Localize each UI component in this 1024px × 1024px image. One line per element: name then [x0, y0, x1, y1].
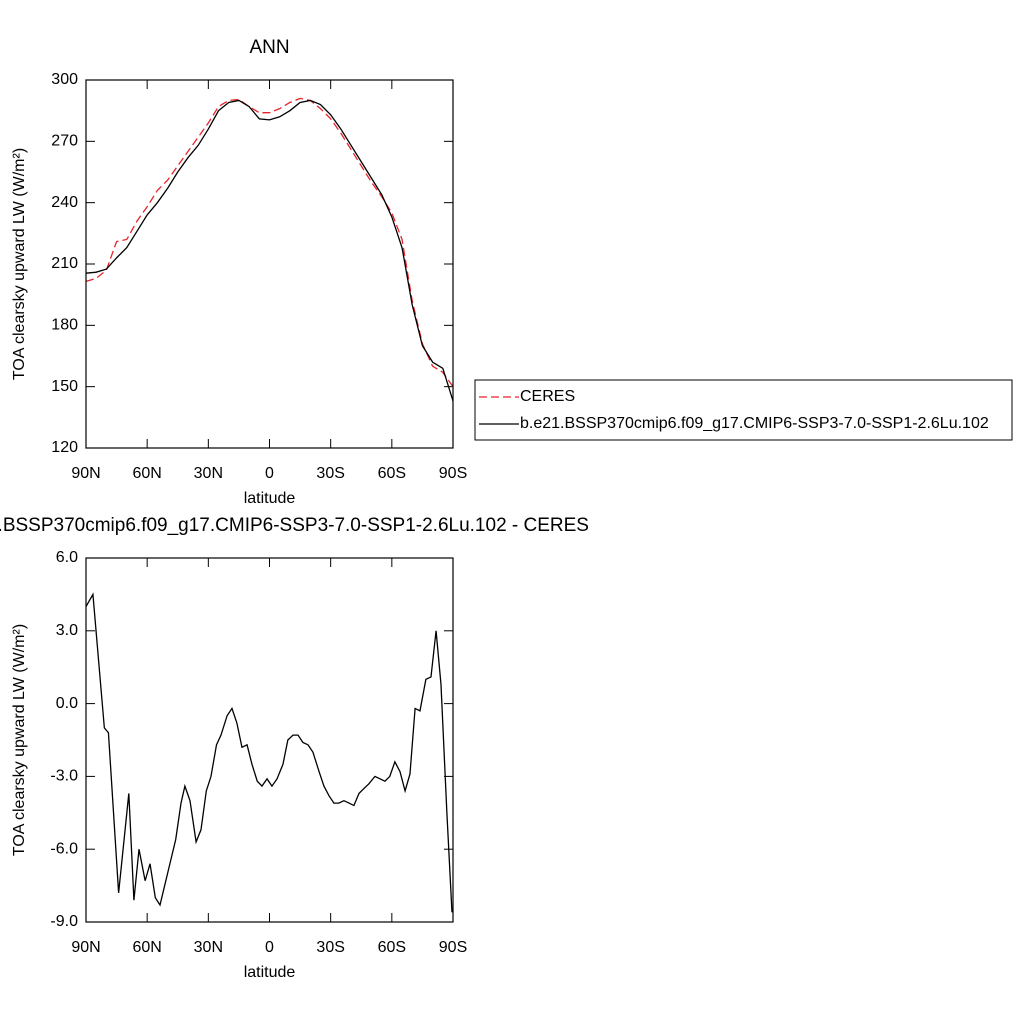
x-tick-label: 30S	[316, 465, 344, 482]
x-tick-label: 60S	[378, 465, 406, 482]
x-tick-label: 60N	[132, 939, 161, 956]
legend: CERES b.e21.BSSP370cmip6.f09_g17.CMIP6-SS…	[474, 379, 1013, 441]
y-tick-label: 240	[51, 194, 78, 211]
legend-label: CERES	[520, 388, 575, 405]
x-tick-label: 90N	[71, 939, 100, 956]
y-axis-label: TOA clearsky upward LW (W/m²)	[11, 148, 28, 380]
y-axis-label: TOA clearsky upward LW (W/m²)	[11, 624, 28, 856]
y-tick-label: 300	[51, 71, 78, 88]
x-tick-label: 60N	[132, 465, 161, 482]
x-tick-label: 30S	[316, 939, 344, 956]
y-tick-label: 120	[51, 439, 78, 456]
y-tick-label: -3.0	[50, 768, 78, 785]
x-tick-label: 90S	[439, 465, 467, 482]
plot-frame	[85, 79, 454, 449]
x-tick-label: 60S	[378, 939, 406, 956]
x-tick-label: 90S	[439, 939, 467, 956]
y-tick-label: 210	[51, 255, 78, 272]
panel-title: b.e21.BSSP370cmip6.f09_g17.CMIP6-SSP3-7.…	[0, 515, 589, 536]
series-line	[85, 592, 453, 913]
panel: b.e21.BSSP370cmip6.f09_g17.CMIP6-SSP3-7.…	[0, 515, 589, 981]
y-tick-label: 3.0	[56, 622, 78, 639]
x-axis-label: latitude	[244, 964, 296, 981]
panel-title: ANN	[249, 37, 289, 58]
y-tick-label: 150	[51, 378, 78, 395]
x-tick-label: 0	[265, 939, 274, 956]
legend-label: b.e21.BSSP370cmip6.f09_g17.CMIP6-SSP3-7.…	[520, 415, 989, 432]
y-tick-label: 6.0	[56, 549, 78, 566]
x-tick-label: 30N	[194, 939, 223, 956]
y-tick-label: 0.0	[56, 695, 78, 712]
plot-frame	[85, 557, 454, 923]
y-tick-label: 270	[51, 133, 78, 150]
x-tick-label: 0	[265, 465, 274, 482]
y-tick-label: 180	[51, 317, 78, 334]
panel: ANN latitude TOA clearsky upward LW (W/m²)…	[11, 37, 467, 507]
y-tick-label: -6.0	[50, 840, 78, 857]
y-tick-label: -9.0	[50, 913, 78, 930]
x-tick-label: 90N	[71, 465, 100, 482]
x-axis-label: latitude	[244, 490, 296, 507]
series-line	[85, 99, 454, 402]
x-tick-label: 30N	[194, 465, 223, 482]
legend-box	[474, 379, 1013, 441]
series-line	[85, 97, 454, 388]
